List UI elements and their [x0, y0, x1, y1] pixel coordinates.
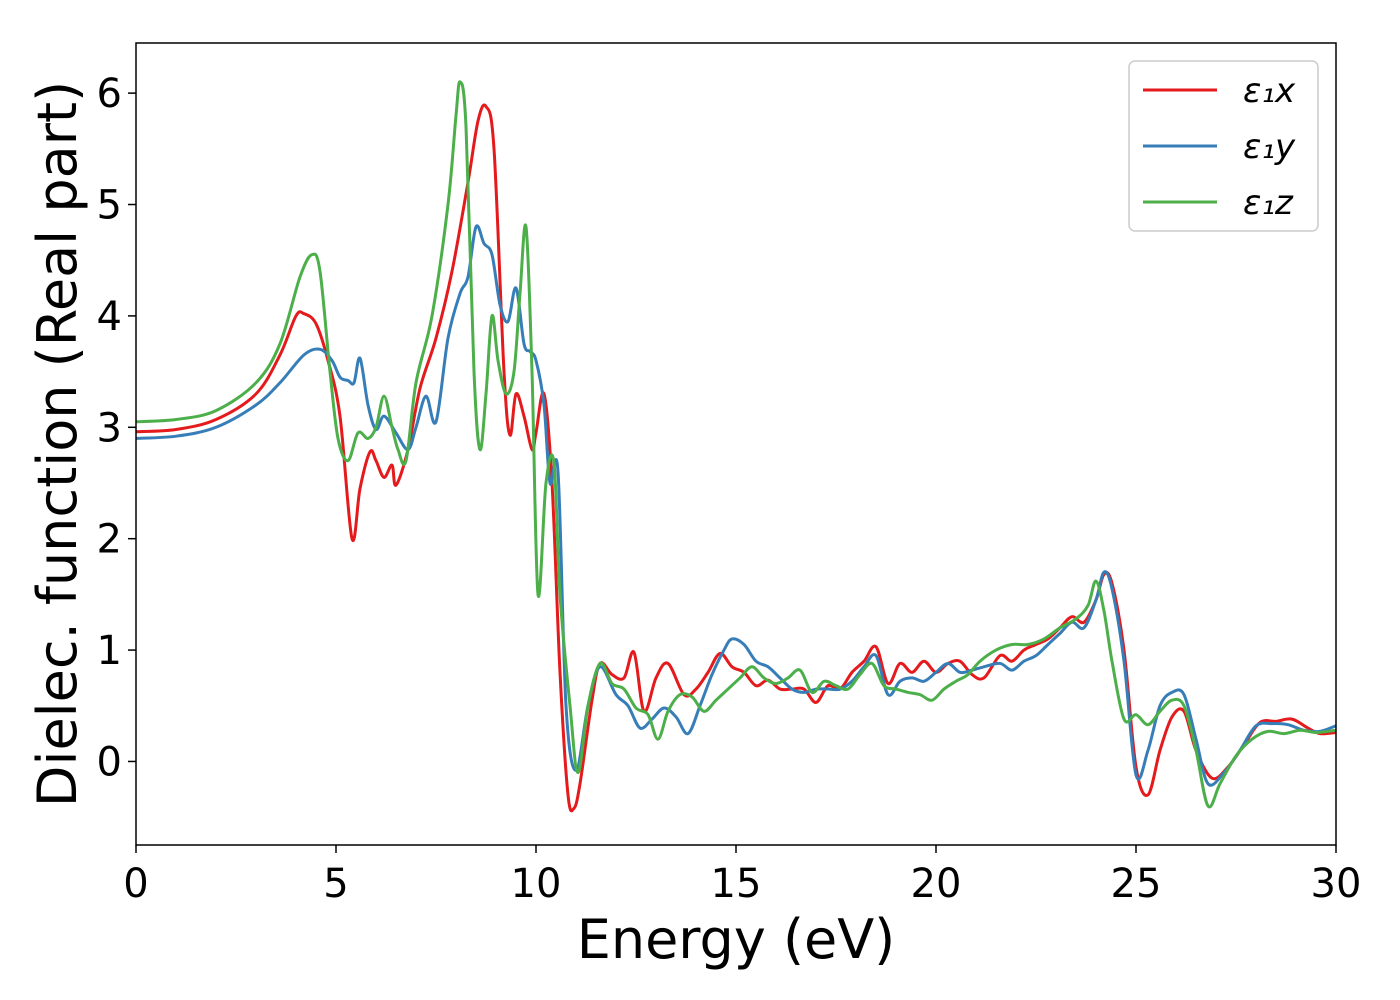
- y-tick-label: 3: [97, 405, 122, 451]
- x-axis-label: Energy (eV): [577, 908, 896, 971]
- legend-label-2: ε₁y: [1243, 127, 1296, 167]
- x-tick-label: 25: [1111, 861, 1162, 907]
- legend-box: [1128, 60, 1319, 232]
- x-tick-label: 5: [323, 861, 348, 907]
- y-tick-label: 1: [97, 628, 122, 674]
- y-axis-label: Dielec. function (Real part): [26, 81, 89, 807]
- legend-label-3: ε₁z: [1243, 183, 1294, 223]
- plot-lines: [136, 80, 1336, 813]
- series-line-2: [136, 224, 1336, 787]
- x-tick-label: 15: [711, 861, 762, 907]
- x-tick-label: 0: [123, 861, 148, 907]
- y-tick-label: 0: [97, 739, 122, 785]
- x-tick-label: 20: [911, 861, 962, 907]
- x-axis-ticks: 0 5 10 15 20 25 30: [123, 845, 1361, 907]
- y-axis-ticks: 0 1 2 3 4 5 6: [97, 71, 136, 785]
- legend-items: ε₁x ε₁y ε₁z: [1143, 71, 1296, 223]
- y-tick-label: 4: [97, 294, 122, 340]
- legend: ε₁x ε₁y ε₁z: [1128, 60, 1319, 232]
- y-tick-label: 5: [97, 183, 122, 229]
- x-tick-label: 10: [511, 861, 562, 907]
- y-tick-label: 6: [97, 71, 122, 117]
- series-line-3: [136, 80, 1336, 809]
- x-tick-label: 30: [1311, 861, 1362, 907]
- y-tick-label: 2: [97, 517, 122, 563]
- legend-label-1: ε₁x: [1243, 71, 1296, 111]
